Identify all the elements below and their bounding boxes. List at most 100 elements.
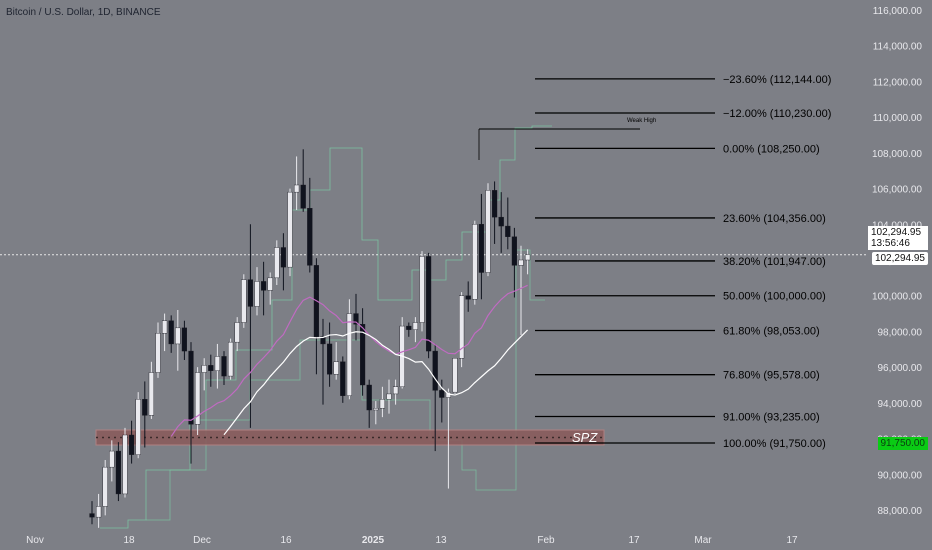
price-axis-label: 94,000.00 (878, 399, 923, 410)
candle-body[interactable] (426, 256, 432, 352)
candle-body[interactable] (478, 224, 485, 273)
candle-body[interactable] (188, 350, 194, 425)
candle-body[interactable] (307, 208, 313, 266)
candle-body[interactable] (525, 254, 531, 261)
candle-body[interactable] (194, 372, 201, 425)
candle-body[interactable] (472, 224, 478, 300)
candle-body[interactable] (280, 247, 287, 268)
price-axis-label: 104,000.00 (872, 220, 922, 231)
candle-body[interactable] (294, 184, 300, 193)
candle-body[interactable] (386, 393, 392, 400)
time-axis-label: Feb (537, 535, 555, 546)
candle-body[interactable] (393, 386, 399, 395)
candle-body[interactable] (135, 399, 141, 455)
candle-body[interactable] (247, 279, 254, 307)
candle-body[interactable] (274, 247, 280, 279)
candle-body[interactable] (227, 341, 234, 377)
price-axis-label: 100,000.00 (872, 292, 922, 303)
candle-body[interactable] (300, 184, 306, 209)
sma-line (223, 329, 529, 436)
candle-body[interactable] (95, 506, 102, 518)
candle-body[interactable] (102, 466, 108, 507)
time-axis-label: Dec (193, 535, 211, 546)
candle-body[interactable] (109, 450, 115, 468)
candle-body[interactable] (439, 390, 445, 398)
price-axis-label: 112,000.00 (873, 77, 923, 88)
time-axis-label: 16 (280, 535, 292, 546)
candle-body[interactable] (511, 236, 518, 266)
candle-body[interactable] (452, 358, 458, 393)
candle-body[interactable] (366, 384, 372, 411)
fib-level-label: 23.60% (104,356.00) (723, 213, 826, 225)
fib-level-label: 0.00% (108,250.00) (723, 143, 820, 155)
candle-body[interactable] (155, 333, 161, 373)
candle-body[interactable] (419, 256, 425, 323)
candle-body[interactable] (406, 325, 412, 330)
fib-level-label: 91.00% (93,235.00) (723, 412, 820, 424)
current-price-tag: 102,294.95 (871, 252, 928, 265)
candle-body[interactable] (353, 313, 359, 325)
fib-level-label: 100.00% (91,750.00) (723, 438, 826, 450)
candle-body[interactable] (432, 350, 438, 391)
current-price-countdown-tag: 102,294.95 13:56:46 (868, 226, 928, 250)
candle-body[interactable] (221, 356, 227, 377)
candle-body[interactable] (201, 365, 207, 373)
candle-body[interactable] (498, 216, 504, 227)
candle-body[interactable] (181, 327, 188, 352)
candle-body[interactable] (373, 408, 379, 411)
candle-body[interactable] (492, 190, 498, 218)
candle-body[interactable] (333, 361, 339, 375)
candle-body[interactable] (287, 191, 293, 268)
price-axis-label: 98,000.00 (878, 327, 923, 338)
candle-body[interactable] (122, 434, 128, 495)
candle-body[interactable] (175, 327, 181, 345)
candle-body[interactable] (115, 450, 122, 495)
candle-body[interactable] (241, 279, 247, 323)
candle-body[interactable] (459, 295, 465, 359)
time-axis-label: 17 (786, 535, 798, 546)
price-axis-label: 90,000.00 (878, 470, 923, 481)
price-axis-label: 114,000.00 (873, 42, 923, 53)
candle-body[interactable] (267, 277, 273, 291)
candle-body[interactable] (320, 336, 326, 345)
candle-body[interactable] (161, 320, 168, 334)
ema-line (170, 284, 528, 437)
candle-body[interactable] (327, 343, 333, 375)
price-axis-label: 106,000.00 (872, 185, 922, 196)
price-axis-label: 96,000.00 (878, 363, 923, 374)
price-axis-label: 116,000.00 (873, 6, 923, 17)
candle-body[interactable] (505, 225, 511, 237)
candle-body[interactable] (128, 434, 135, 455)
weak-high-label: Weak High (627, 118, 656, 124)
candle-body[interactable] (254, 281, 260, 307)
candle-body[interactable] (340, 361, 346, 396)
candle-body[interactable] (142, 399, 148, 416)
fib-level-label: 38.20% (101,947.00) (723, 256, 826, 268)
spz-zone-label: SPZ (572, 430, 598, 445)
candle-body[interactable] (168, 320, 174, 345)
fib-level-label: 61.80% (98,053.00) (723, 325, 820, 337)
candle-body[interactable] (412, 322, 419, 330)
candle-body[interactable] (485, 190, 491, 273)
candle-body[interactable] (208, 365, 214, 371)
candle-body[interactable] (214, 356, 221, 371)
candle-body[interactable] (518, 259, 524, 266)
candle-body[interactable] (379, 399, 386, 409)
candle-body[interactable] (261, 281, 267, 291)
candle-body[interactable] (89, 513, 95, 518)
candle-body[interactable] (346, 313, 353, 396)
candle-body[interactable] (148, 372, 155, 416)
fib-level-label: −23.60% (112,144.00) (723, 74, 831, 86)
price-axis-label: 108,000.00 (872, 149, 922, 160)
fib-level-label: −12.00% (110,230.00) (723, 108, 831, 120)
candle-body[interactable] (234, 322, 240, 343)
candle-body[interactable] (465, 295, 471, 300)
current-price-value: 102,294.95 (871, 227, 922, 238)
time-axis-label: Mar (694, 535, 712, 546)
candle-body[interactable] (360, 324, 366, 386)
time-axis-label: 13 (435, 535, 447, 546)
price-axis-label: 88,000.00 (878, 506, 923, 517)
swing-low-price-tag: 91,750.00 (877, 437, 928, 450)
